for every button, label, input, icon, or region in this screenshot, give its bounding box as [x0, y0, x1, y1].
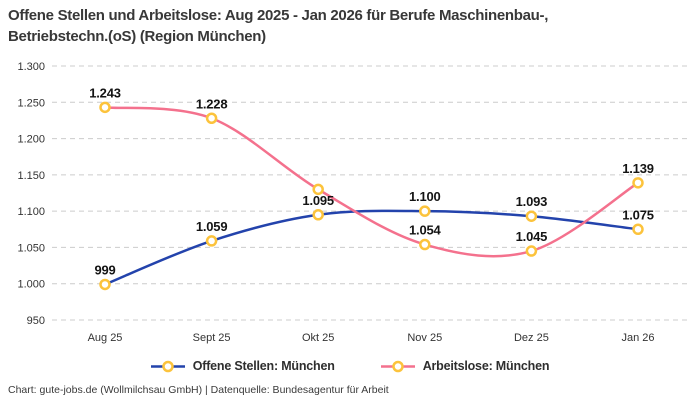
data-point-marker[interactable] [525, 210, 538, 222]
chart-legend: Offene Stellen: München Arbeitslose: Münc… [0, 359, 700, 373]
data-point-marker[interactable] [525, 245, 538, 257]
chart-footer: Chart: gute-jobs.de (Wollmilchsau GmbH) … [8, 384, 389, 396]
series-line-offene-stellen [103, 209, 640, 286]
y-axis-tick-label: 1.100 [17, 206, 45, 218]
data-point-marker[interactable] [312, 183, 324, 196]
data-point-label: 1.059 [196, 219, 228, 234]
x-axis-tick-label: Jan 26 [621, 332, 654, 344]
data-point-label: 999 [94, 262, 115, 277]
data-point-label: 1.100 [409, 189, 441, 204]
data-point-label: 1.243 [89, 85, 121, 100]
y-axis-tick-label: 1.250 [17, 97, 45, 109]
data-point-label: 1.075 [622, 207, 654, 222]
data-point-label: 1.139 [622, 161, 654, 176]
x-axis-tick-label: Nov 25 [407, 332, 442, 344]
chart-title-line-2: Betriebstechn.(oS) (Region München) [8, 28, 266, 45]
y-axis-tick-label: 1.300 [17, 61, 45, 73]
data-point-label: 1.095 [302, 193, 334, 208]
y-axis-tick-label: 1.000 [17, 279, 45, 291]
legend-item-offene-stellen[interactable]: Offene Stellen: München [150, 359, 335, 373]
y-axis-tick-label: 1.150 [17, 170, 45, 182]
data-point-marker[interactable] [99, 278, 111, 291]
data-point-label: 1.054 [409, 223, 442, 238]
y-axis-tick-label: 1.200 [17, 134, 45, 146]
x-axis-tick-label: Okt 25 [302, 332, 334, 344]
legend-line-marker-icon [150, 360, 185, 372]
legend-item-arbeitslose[interactable]: Arbeitslose: München [380, 359, 550, 373]
series-line-arbeitslose [103, 106, 640, 258]
data-point-marker[interactable] [632, 177, 644, 189]
data-point-marker[interactable] [312, 209, 324, 221]
y-axis-tick-label: 950 [27, 315, 45, 327]
data-point-marker[interactable] [632, 223, 644, 236]
data-point-marker[interactable] [419, 205, 431, 217]
y-axis-tick-label: 1.050 [17, 242, 45, 254]
data-point-marker[interactable] [205, 112, 218, 125]
x-axis-tick-label: Dez 25 [514, 332, 549, 344]
x-axis-tick-label: Sept 25 [193, 332, 231, 344]
x-axis-tick-label: Aug 25 [88, 332, 123, 344]
data-point-label: 1.093 [516, 194, 548, 209]
data-point-marker[interactable] [99, 101, 111, 114]
data-point-marker[interactable] [419, 238, 431, 251]
legend-line-marker-icon [380, 360, 415, 372]
data-point-label: 1.228 [196, 96, 228, 111]
data-point-marker[interactable] [205, 235, 218, 247]
data-point-label: 1.045 [516, 229, 548, 244]
chart-canvas: 950 1.000 1.050 1.100 1.150 1.200 1.250 1.300 Au… [17, 61, 688, 344]
legend-label: Arbeitslose: München [422, 359, 550, 373]
legend-label: Offene Stellen: München [192, 359, 335, 373]
chart-title-line-1: Offene Stellen und Arbeitslose: Aug 2025… [8, 7, 549, 24]
chart-title: Offene Stellen und Arbeitslose: Aug 2025… [8, 5, 668, 47]
